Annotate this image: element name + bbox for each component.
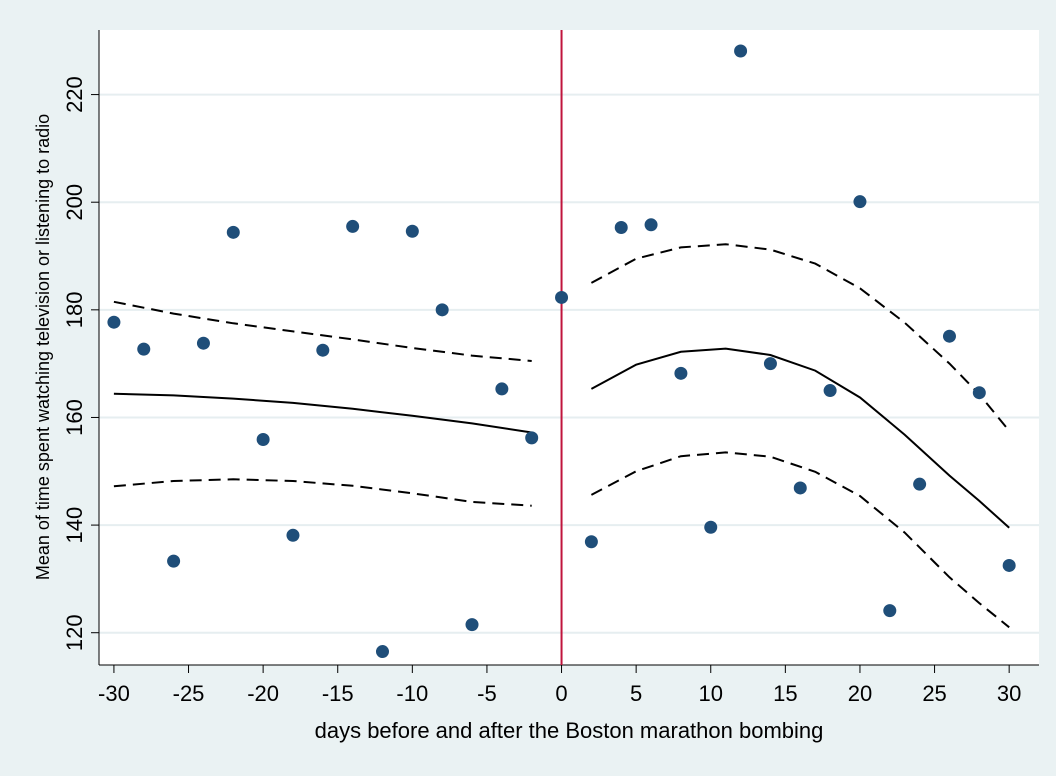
data-point [465, 618, 479, 632]
data-point [196, 336, 210, 350]
ci-lower-after [590, 451, 1010, 629]
data-point [525, 431, 539, 445]
data-point [883, 604, 897, 618]
data-point [555, 290, 569, 304]
y-tick-label: 160 [62, 399, 87, 436]
gridlines [99, 93, 1039, 634]
x-tick-label: -15 [322, 681, 354, 706]
data-point [972, 386, 986, 400]
x-tick-label: 25 [922, 681, 946, 706]
data-point [584, 535, 598, 549]
data-point [405, 224, 419, 238]
x-tick-label: 5 [630, 681, 642, 706]
data-point [942, 329, 956, 343]
x-tick-label: 10 [699, 681, 723, 706]
x-tick-label: -25 [173, 681, 205, 706]
data-point [167, 554, 181, 568]
ci-upper-after [590, 243, 1010, 432]
data-point [137, 342, 151, 356]
ci-upper-before [113, 300, 532, 362]
fit-lines [113, 243, 1010, 629]
data-point [1002, 558, 1016, 572]
data-point [495, 382, 509, 396]
y-tick-label: 200 [62, 184, 87, 221]
y-tick-label: 220 [62, 76, 87, 113]
data-point [793, 481, 807, 495]
data-point [346, 219, 360, 233]
data-point [435, 303, 449, 317]
data-point [734, 44, 748, 58]
fit-line-after [590, 347, 1010, 529]
data-point [823, 384, 837, 398]
y-tick-label: 120 [62, 614, 87, 651]
axes [98, 30, 1039, 666]
data-point [256, 433, 270, 447]
ticks: 120 140 160 180 200 220 -30 -25 -20 -15 -10 -5 0 5 10 1… [62, 76, 1021, 706]
y-tick-label: 180 [62, 291, 87, 328]
ci-lower-before [113, 478, 532, 507]
data-point [763, 357, 777, 371]
y-tick-label: 140 [62, 507, 87, 544]
data-point [644, 218, 658, 232]
x-tick-label: 30 [997, 681, 1021, 706]
y-axis-label: Mean of time spent watching television o… [33, 114, 53, 580]
data-point [226, 225, 240, 239]
x-tick-label: 0 [555, 681, 567, 706]
data-point [704, 520, 718, 534]
x-tick-label: -20 [247, 681, 279, 706]
data-point [107, 315, 121, 329]
data-point [316, 343, 330, 357]
x-axis-label: days before and after the Boston maratho… [315, 718, 824, 743]
plot-area [99, 30, 1039, 665]
data-point [853, 195, 867, 209]
data-point [674, 366, 688, 380]
data-point [614, 220, 628, 234]
data-point [913, 477, 927, 491]
data-points [107, 44, 1016, 659]
x-tick-label: -10 [396, 681, 428, 706]
x-tick-label: -5 [477, 681, 497, 706]
x-tick-label: -30 [98, 681, 130, 706]
data-point [286, 528, 300, 542]
x-tick-label: 15 [773, 681, 797, 706]
fit-line-before [113, 392, 532, 434]
x-tick-label: 20 [848, 681, 872, 706]
data-point [375, 645, 389, 659]
